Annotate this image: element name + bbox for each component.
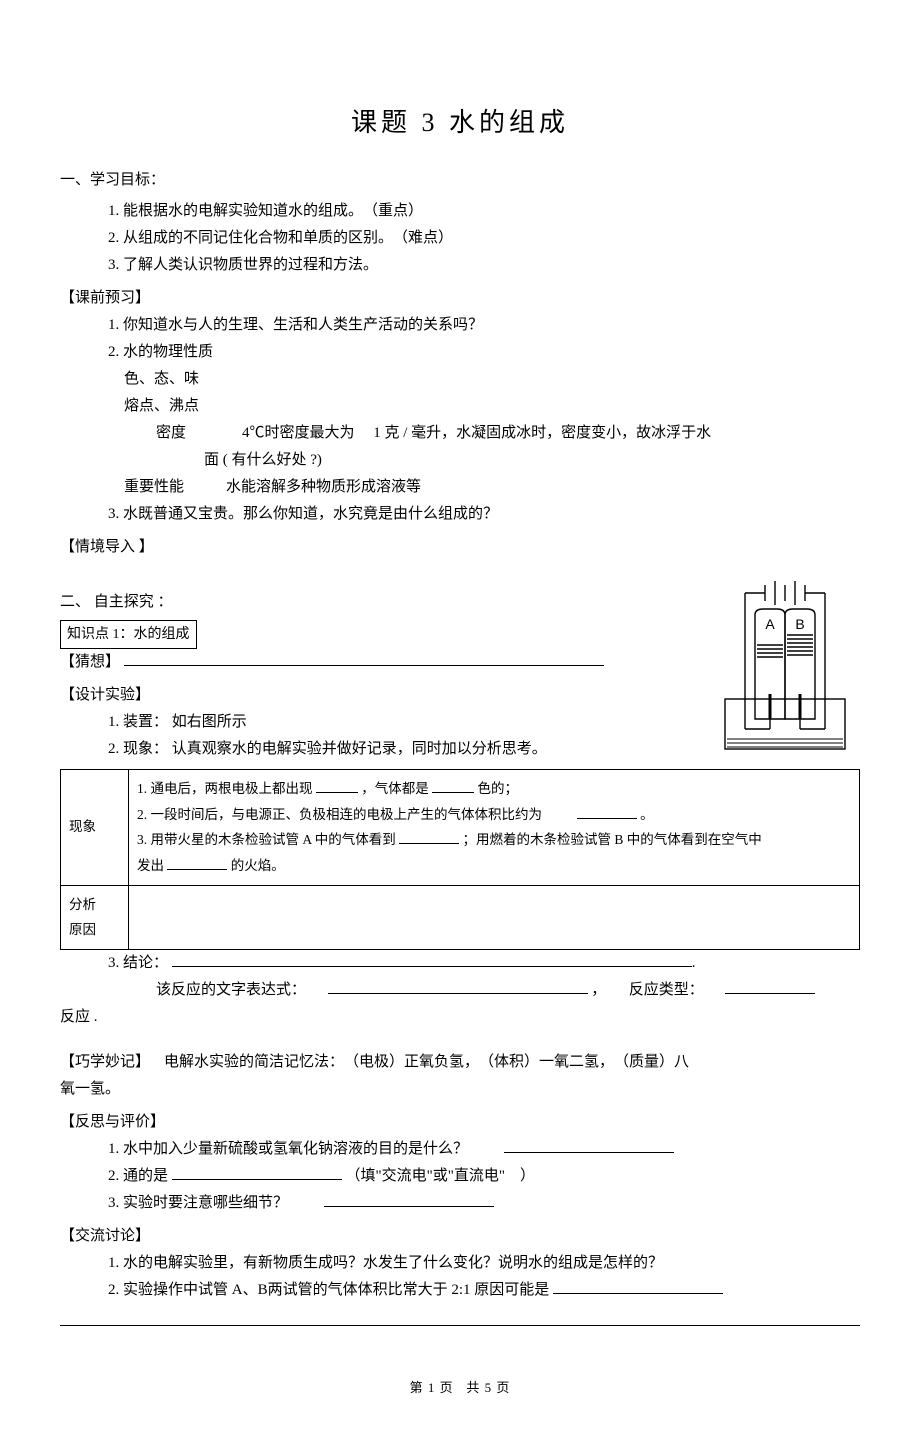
blank-full-line[interactable]: [60, 1312, 860, 1326]
preclass-density-row: 密度 4℃时密度最大为 1 克 / 毫升，水凝固成冰时，密度变小，故冰浮于水: [60, 420, 860, 447]
blank-reaction-type[interactable]: [725, 980, 815, 994]
obs-line4-b: 的火焰。: [231, 858, 285, 873]
preclass-q3: 3. 水既普通又宝贵。那么你知道，水究竟是由什么组成的？: [60, 501, 860, 528]
reflect-row-1: 1. 水中加入少量新硫酸或氢氧化钠溶液的目的是什么？: [60, 1136, 860, 1163]
density-label: 密度: [156, 425, 186, 441]
blank-conclusion[interactable]: [172, 953, 692, 967]
guess-heading: 【猜想】: [60, 654, 120, 670]
blank-expression[interactable]: [328, 980, 588, 994]
reflect-row-3: 3. 实验时要注意哪些细节？: [60, 1190, 860, 1217]
blank-obs-4[interactable]: [167, 856, 227, 870]
preclass-heading: 【课前预习】: [60, 285, 860, 312]
discuss-1: 1. 水的电解实验里，有新物质生成吗？水发生了什么变化？说明水的组成是怎样的？: [60, 1250, 860, 1277]
objective-3: 3. 了解人类认识物质世界的过程和方法。: [60, 252, 860, 279]
discuss-row-2: 2. 实验操作中试管 A、B两试管的气体体积比常大于 2:1 原因可能是: [60, 1277, 860, 1304]
obs-line2-b: 。: [640, 807, 654, 822]
discuss-2a: 2. 实验操作中试管 A、B两试管的气体体积比常大于 2:1 原因可能是: [108, 1282, 549, 1298]
table-analysis-cell[interactable]: [129, 885, 860, 949]
tube-a-label: A: [765, 616, 775, 632]
blank-obs-1a[interactable]: [316, 779, 358, 793]
reflect-heading: 【反思与评价】: [60, 1109, 860, 1136]
tube-b-label: B: [795, 616, 804, 632]
reflect-1: 1. 水中加入少量新硫酸或氢氧化钠溶液的目的是什么？: [108, 1141, 468, 1157]
footer-page: 第 1 页: [410, 1380, 454, 1395]
objective-1: 1. 能根据水的电解实验知道水的组成。 （重点）: [60, 198, 860, 225]
knowledge-point-1-box: 知识点 1：水的组成: [60, 620, 197, 649]
density-body2: 面 ( 有什么好处 ?): [60, 447, 860, 474]
blank-reflect-3[interactable]: [324, 1193, 494, 1207]
blank-line-guess[interactable]: [124, 652, 604, 666]
blank-obs-1b[interactable]: [432, 779, 474, 793]
blank-reflect-2[interactable]: [172, 1166, 342, 1180]
page-title: 课题 3 水的组成: [60, 100, 860, 147]
blank-discuss-2[interactable]: [553, 1280, 723, 1294]
objective-2: 2. 从组成的不同记住化合物和单质的区别。 （难点）: [60, 225, 860, 252]
obs-line1-c: 色的；: [478, 781, 519, 796]
expression-row: 该反应的文字表达式： ， 反应类型：: [60, 977, 860, 1004]
preclass-q2: 2. 水的物理性质: [60, 339, 860, 366]
obs-line3-a: 3. 用带火星的木条检验试管 A 中的气体看到: [137, 832, 396, 847]
section-1-heading: 一、学习目标：: [60, 167, 860, 194]
conclusion-row: 3. 结论： .: [60, 950, 860, 977]
preclass-q2b: 熔点、沸点: [60, 393, 860, 420]
obs-line1-b: ，气体都是: [361, 781, 429, 796]
obs-line1-a: 1. 通电后，两根电极上都出现: [137, 781, 313, 796]
obs-line3-b: ；用燃着的木条检验试管 B 中的气体看到在空气中: [463, 832, 762, 847]
blank-reflect-1[interactable]: [504, 1139, 674, 1153]
conclusion-label: 3. 结论：: [108, 955, 168, 971]
analysis-label-1: 分析: [69, 892, 120, 918]
memo-row: 【巧学妙记】电解水实验的简洁记忆法： （电极）正氧负氢， （体积）一氧二氢， （…: [60, 1049, 860, 1076]
table-phenomenon-cell: 1. 通电后，两根电极上都出现 ，气体都是 色的； 2. 一段时间后，与电源正、…: [129, 769, 860, 885]
footer-total: 共 5 页: [466, 1380, 510, 1395]
obs-line2-a: 2. 一段时间后，与电源正、负极相连的电极上产生的气体体积比约为: [137, 807, 542, 822]
reflect-2a: 2. 通的是: [108, 1168, 168, 1184]
observation-table: 现象 1. 通电后，两根电极上都出现 ，气体都是 色的； 2. 一段时间后，与电…: [60, 769, 860, 950]
analysis-label-2: 原因: [69, 917, 120, 943]
blank-obs-2[interactable]: [577, 805, 637, 819]
memo-heading: 【巧学妙记】: [60, 1054, 150, 1070]
page-footer: 第 1 页 共 5 页: [60, 1376, 860, 1399]
reflect-row-2: 2. 通的是 （填"交流电"或"直流电" ）: [60, 1163, 860, 1190]
discuss-heading: 【交流讨论】: [60, 1223, 860, 1250]
important-body: 水能溶解多种物质形成溶液等: [226, 479, 421, 495]
preclass-important-row: 重要性能 水能溶解多种物质形成溶液等: [60, 474, 860, 501]
conclusion-tail: 反应 .: [60, 1004, 860, 1031]
context-heading: 【情境导入 】: [60, 534, 860, 561]
preclass-q1: 1. 你知道水与人的生理、生活和人类生产活动的关系吗？: [60, 312, 860, 339]
table-row-label-analysis: 分析 原因: [61, 885, 129, 949]
obs-line4-a: 发出: [137, 858, 164, 873]
blank-obs-3a[interactable]: [399, 830, 459, 844]
expression-label: 该反应的文字表达式：: [156, 982, 306, 998]
electrolysis-apparatus-diagram: A B: [705, 579, 860, 754]
reaction-type-label: ， 反应类型：: [591, 982, 704, 998]
density-body: 4℃时密度最大为 1 克 / 毫升，水凝固成冰时，密度变小，故冰浮于水: [242, 425, 711, 441]
important-label: 重要性能: [124, 479, 184, 495]
table-row-label-phenomenon: 现象: [61, 769, 129, 885]
reflect-2b: （填"交流电"或"直流电" ）: [346, 1168, 536, 1184]
reflect-3: 3. 实验时要注意哪些细节？: [108, 1195, 288, 1211]
preclass-q2a: 色、态、味: [60, 366, 860, 393]
memo-body2: 氧一氢。: [60, 1076, 860, 1103]
memo-body1: 电解水实验的简洁记忆法： （电极）正氧负氢， （体积）一氧二氢， （质量）八: [164, 1054, 689, 1070]
